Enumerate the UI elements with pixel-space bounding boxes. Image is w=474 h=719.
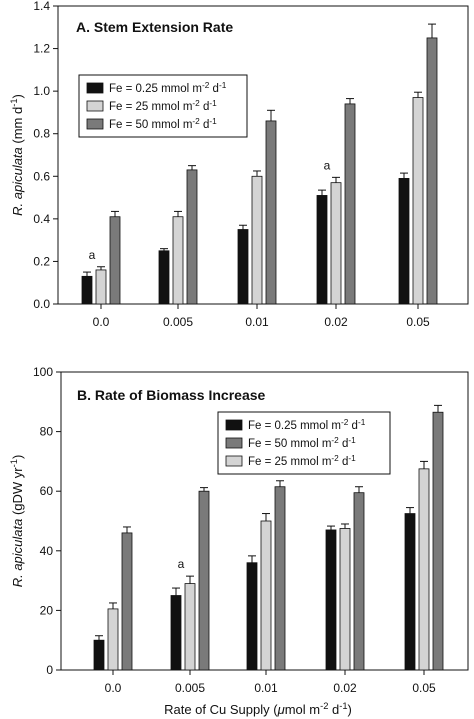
bar bbox=[265, 120, 277, 305]
y-tick-label: 100 bbox=[33, 365, 53, 379]
chart-panel-a: 0.0 0.2 0.4 0.6 0.8 1.0 1.2 1.4 0.0 0.005 0.01 0.02… bbox=[9, 0, 469, 329]
bar bbox=[398, 178, 410, 305]
x-tick-label: 0.05 bbox=[406, 315, 430, 329]
legend-frame bbox=[78, 74, 248, 138]
bar bbox=[339, 528, 351, 671]
bar bbox=[316, 195, 328, 305]
x-tick-label: 0.01 bbox=[254, 681, 278, 695]
bar bbox=[93, 639, 105, 671]
legend-swatch bbox=[86, 100, 104, 112]
y-tick-label: 80 bbox=[40, 425, 54, 439]
bar bbox=[246, 562, 258, 671]
chart-title: A. Stem Extension Rate bbox=[76, 19, 233, 35]
legend-label: Fe = 25 mmol m-2 d-1 bbox=[248, 454, 356, 469]
bar bbox=[404, 513, 416, 671]
y-tick-label: 1.0 bbox=[33, 84, 50, 98]
y-tick-label: 40 bbox=[40, 544, 54, 558]
y-tick-label: 1.2 bbox=[33, 42, 50, 56]
y-tick-label: 60 bbox=[40, 484, 54, 498]
y-tick-label: 0.6 bbox=[33, 169, 50, 183]
bar bbox=[412, 97, 424, 305]
legend-label: Fe = 50 mmol m-2 d-1 bbox=[248, 436, 356, 451]
legend-label: Fe = 0.25 mmol m-2 d-1 bbox=[109, 81, 227, 96]
bar bbox=[344, 103, 356, 305]
y-tick-label: 1.4 bbox=[33, 0, 50, 13]
bar bbox=[170, 595, 182, 671]
bar bbox=[418, 468, 430, 671]
legend: Fe = 0.25 mmol m-2 d-1 Fe = 50 mmol m-2 d… bbox=[217, 411, 391, 475]
bar bbox=[186, 169, 198, 305]
y-tick-label: 0.2 bbox=[33, 254, 50, 268]
x-tick-label: 0.01 bbox=[245, 315, 269, 329]
bar bbox=[330, 182, 342, 305]
bar bbox=[158, 250, 170, 305]
bar bbox=[260, 520, 272, 671]
x-tick-label: 0.0 bbox=[93, 315, 110, 329]
legend-swatch bbox=[225, 455, 243, 467]
bar bbox=[237, 229, 249, 305]
bar bbox=[172, 216, 184, 305]
bar bbox=[251, 175, 263, 305]
legend-swatch bbox=[86, 118, 104, 130]
y-axis-label: R. apiculata (mm d-1) bbox=[9, 94, 25, 216]
bar bbox=[95, 269, 107, 305]
significance-letter: a bbox=[178, 557, 185, 571]
bar bbox=[109, 216, 121, 305]
bar bbox=[198, 490, 210, 671]
bar bbox=[325, 529, 337, 671]
legend-swatch bbox=[225, 437, 243, 449]
x-axis-label: Rate of Cu Supply (μmol m-2 d-1) bbox=[164, 701, 352, 717]
x-tick-label: 0.05 bbox=[412, 681, 436, 695]
y-tick-label: 0.0 bbox=[33, 297, 50, 311]
chart-title: B. Rate of Biomass Increase bbox=[77, 387, 266, 403]
x-tick-label: 0.0 bbox=[105, 681, 122, 695]
plot-frame bbox=[57, 5, 469, 305]
legend-label: Fe = 25 mmol m-2 d-1 bbox=[109, 99, 217, 114]
bar bbox=[121, 532, 133, 671]
legend-swatch bbox=[86, 82, 104, 94]
x-tick-label: 0.02 bbox=[324, 315, 348, 329]
y-tick-label: 0.8 bbox=[33, 127, 50, 141]
bar bbox=[184, 583, 196, 671]
x-tick-label: 0.005 bbox=[175, 681, 205, 695]
bar bbox=[81, 275, 93, 305]
legend: Fe = 0.25 mmol m-2 d-1 Fe = 25 mmol m-2 d… bbox=[78, 74, 248, 138]
legend-frame bbox=[217, 411, 391, 475]
bar bbox=[107, 608, 119, 671]
legend-label: Fe = 50 mmol m-2 d-1 bbox=[109, 117, 217, 132]
bar bbox=[432, 411, 444, 671]
significance-letter: a bbox=[324, 158, 331, 172]
significance-letter: a bbox=[89, 248, 96, 262]
y-axis-label: R. apiculata (gDW yr-1) bbox=[9, 455, 25, 588]
bar bbox=[353, 492, 365, 671]
x-tick-label: 0.02 bbox=[333, 681, 357, 695]
y-tick-label: 0 bbox=[46, 663, 53, 677]
y-tick-label: 0.4 bbox=[33, 212, 50, 226]
legend-label: Fe = 0.25 mmol m-2 d-1 bbox=[248, 418, 366, 433]
legend-swatch bbox=[225, 419, 243, 431]
x-tick-label: 0.005 bbox=[163, 315, 193, 329]
bar bbox=[274, 486, 286, 671]
y-tick-label: 20 bbox=[40, 603, 54, 617]
bar bbox=[426, 37, 438, 305]
chart-panel-b: 0 20 40 60 80 100 0.0 0.005 0.01 0.02 0.05 a B. Rate… bbox=[9, 365, 469, 695]
